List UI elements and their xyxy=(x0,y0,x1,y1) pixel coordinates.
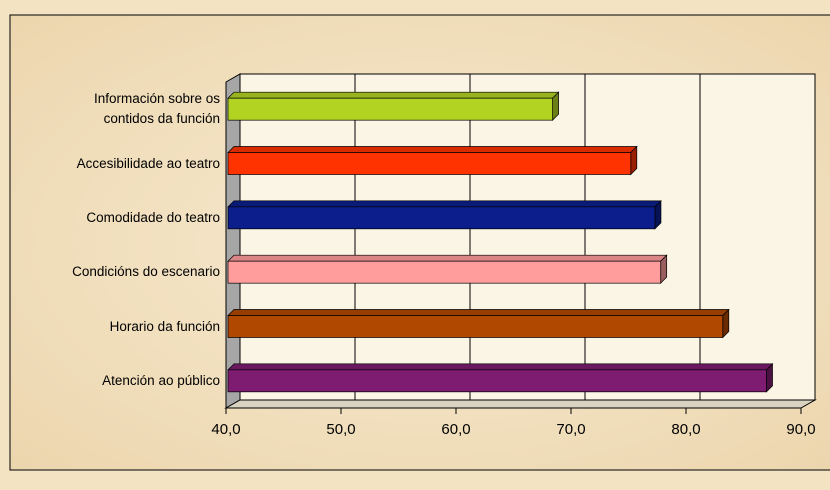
bar-top xyxy=(227,254,668,262)
x-tick-label: 70,0 xyxy=(556,421,585,438)
x-tick-label: 50,0 xyxy=(326,421,355,438)
bar-top xyxy=(227,146,638,153)
bar xyxy=(227,152,632,175)
y-tick-label: Información sobre os contidos da función xyxy=(93,91,220,127)
bar-top xyxy=(227,309,730,316)
bar xyxy=(227,260,662,284)
y-tick-label: Accesibilidade ao teatro xyxy=(76,155,220,171)
x-tick-label: 40,0 xyxy=(211,421,240,438)
x-tick-label: 80,0 xyxy=(671,421,700,438)
y-tick-label: Atención ao público xyxy=(102,372,220,388)
bar xyxy=(227,369,767,393)
bar-top xyxy=(227,200,662,208)
y-tick-label: Comodidade do teatro xyxy=(86,209,220,225)
back-wall xyxy=(239,73,816,401)
bar-top xyxy=(227,363,774,371)
side-wall xyxy=(225,73,241,409)
bar-top xyxy=(227,91,560,99)
y-tick-label: Condicións do escenario xyxy=(72,264,220,280)
floor xyxy=(224,399,817,409)
y-tick-label: Horario da función xyxy=(109,318,220,334)
bar xyxy=(227,97,553,121)
bar xyxy=(227,315,724,338)
x-tick-label: 90,0 xyxy=(786,421,815,438)
x-tick-label: 60,0 xyxy=(441,421,470,438)
bar xyxy=(227,206,656,230)
